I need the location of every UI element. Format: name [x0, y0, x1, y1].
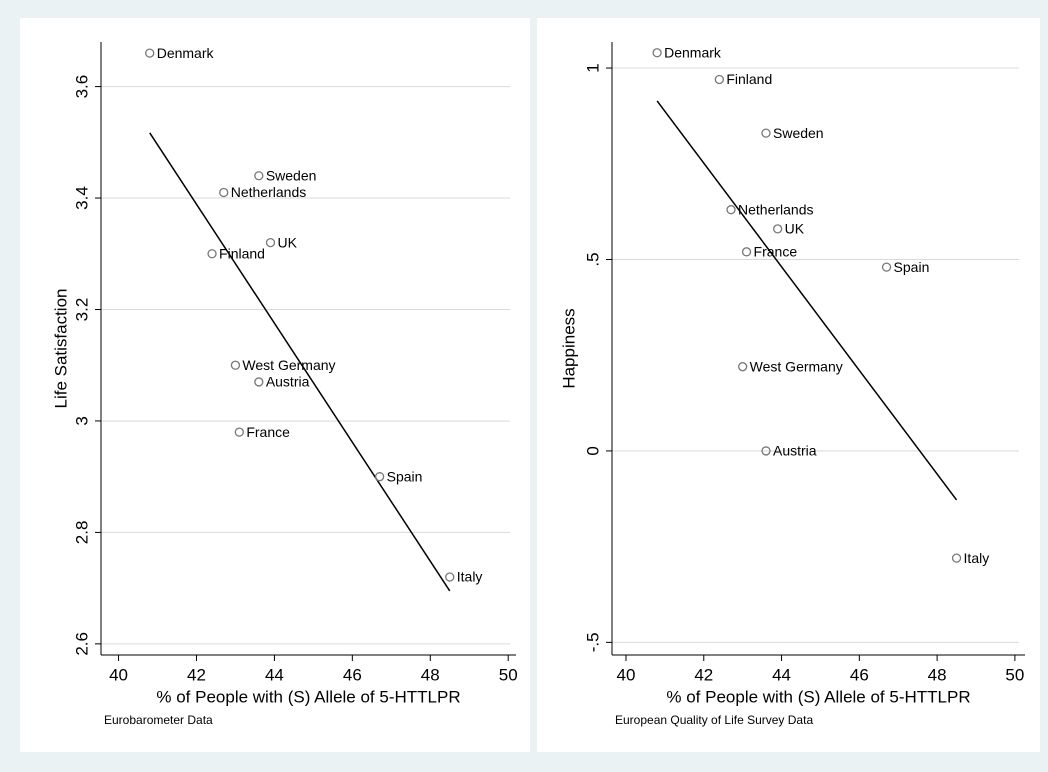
point-label: Finland	[219, 245, 265, 261]
point	[219, 187, 229, 198]
y-axis-title: Happiness	[559, 308, 578, 388]
point	[265, 237, 276, 248]
y-tick-label: 0	[583, 446, 602, 455]
point-label: Sweden	[266, 167, 317, 183]
x-tick-label: 48	[928, 665, 947, 684]
x-tick-label: 44	[265, 665, 284, 684]
point	[254, 171, 264, 181]
fit-line	[656, 100, 958, 501]
y-tick-label: -.5	[583, 632, 602, 652]
point	[230, 360, 241, 370]
point-label: Austria	[266, 374, 310, 390]
point	[234, 427, 244, 437]
x-tick-label: 40	[109, 665, 128, 684]
x-tick-label: 48	[421, 665, 440, 684]
point	[761, 446, 771, 456]
point	[741, 247, 752, 257]
point	[254, 377, 264, 387]
point-label: West Germany	[750, 358, 843, 374]
y-tick-label: 2.6	[72, 632, 91, 656]
x-tick-label: 42	[187, 665, 206, 684]
caption: Eurobarometer Data	[104, 713, 213, 727]
x-tick-label: 46	[343, 665, 362, 684]
point-label: Spain	[894, 259, 930, 275]
y-axis-title: Life Satisfaction	[51, 288, 70, 408]
y-tick-label: 3.2	[72, 298, 91, 322]
x-tick-label: 40	[617, 665, 636, 684]
x-tick-label: 46	[850, 665, 869, 684]
point-label: France	[754, 244, 798, 260]
point-label: Italy	[457, 569, 483, 585]
point	[761, 128, 771, 138]
x-tick-label: 50	[499, 665, 518, 684]
point-label: Denmark	[664, 44, 722, 60]
point-label: Sweden	[773, 125, 824, 141]
point-label: West Germany	[242, 357, 335, 373]
y-tick-label: 1	[583, 63, 602, 72]
point	[652, 48, 662, 58]
point	[207, 249, 217, 259]
point-label: Denmark	[157, 45, 215, 61]
x-tick-label: 42	[694, 665, 713, 684]
x-tick-label: 50	[1005, 665, 1024, 684]
point-label: Finland	[726, 71, 772, 87]
point-label: UK	[278, 234, 298, 250]
point	[374, 472, 385, 482]
point-label: UK	[785, 221, 805, 237]
point-label: Netherlands	[231, 184, 306, 200]
point-label: France	[246, 424, 290, 440]
caption: European Quality of Life Survey Data	[615, 713, 813, 727]
y-tick-label: 3.6	[72, 75, 91, 99]
point	[773, 224, 783, 234]
point	[714, 74, 724, 85]
x-axis-title: % of People with (S) Allele of 5-HTTLPR	[156, 687, 460, 706]
point	[145, 48, 155, 58]
y-tick-label: 3	[72, 416, 91, 425]
point-label: Netherlands	[738, 201, 814, 217]
x-tick-label: 44	[772, 665, 791, 684]
y-tick-label: .5	[583, 252, 602, 266]
point-label: Austria	[773, 443, 817, 459]
panel	[20, 18, 530, 752]
point	[738, 362, 748, 372]
point	[951, 553, 962, 563]
point	[726, 205, 736, 215]
y-tick-label: 2.8	[72, 521, 91, 545]
point	[445, 572, 455, 582]
y-tick-label: 3.4	[72, 186, 91, 210]
fit-line	[149, 132, 451, 592]
point-label: Italy	[964, 550, 990, 566]
point	[881, 262, 892, 272]
x-axis-title: % of People with (S) Allele of 5-HTTLPR	[666, 687, 970, 706]
point-label: Spain	[387, 468, 423, 484]
panel	[537, 18, 1040, 752]
